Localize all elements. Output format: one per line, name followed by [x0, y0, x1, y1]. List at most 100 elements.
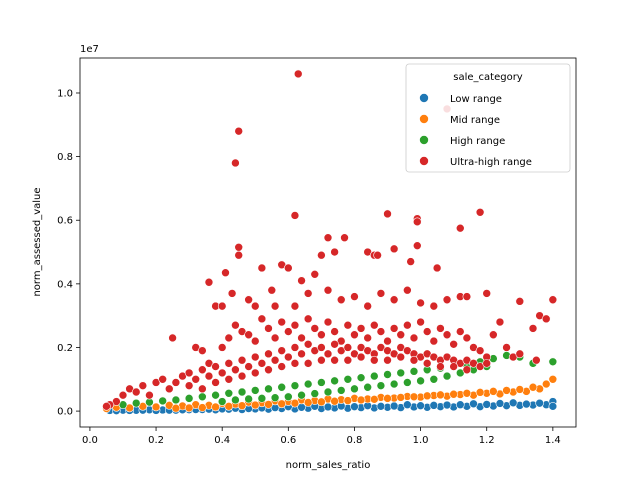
data-point: [373, 250, 382, 260]
data-point: [131, 398, 141, 408]
data-point: [343, 396, 353, 405]
data-point: [310, 389, 320, 398]
data-point: [290, 320, 300, 330]
data-point: [234, 250, 244, 260]
data-point: [330, 355, 339, 365]
data-point: [482, 359, 492, 368]
data-point: [409, 367, 419, 376]
data-point: [449, 339, 458, 349]
data-point: [277, 382, 287, 392]
data-point: [376, 381, 386, 390]
data-point: [429, 301, 439, 311]
data-point: [257, 359, 267, 368]
data-point: [449, 389, 458, 399]
data-point: [462, 388, 472, 398]
data-point: [535, 398, 544, 408]
data-point: [376, 289, 386, 298]
data-point: [267, 285, 277, 295]
data-point: [489, 330, 498, 340]
data-point: [541, 379, 551, 389]
data-point: [432, 263, 442, 273]
data-point: [250, 301, 260, 311]
data-point: [422, 391, 432, 401]
data-point: [508, 398, 518, 408]
data-point: [151, 402, 161, 412]
data-point: [131, 387, 141, 397]
data-point: [482, 289, 492, 298]
data-point: [264, 384, 273, 394]
data-point: [396, 330, 406, 340]
data-point: [429, 336, 439, 346]
data-point: [442, 371, 452, 381]
legend-entry-label: Ultra-high range: [450, 157, 532, 168]
series-1: [102, 374, 558, 413]
data-point: [310, 270, 320, 279]
legend-entry-label: Low range: [450, 94, 502, 105]
data-point: [475, 388, 485, 397]
data-point: [469, 399, 478, 409]
data-point: [277, 346, 287, 355]
y-tick-label: 0.8: [57, 152, 73, 163]
data-point: [270, 301, 280, 311]
data-point: [171, 378, 181, 387]
data-point: [317, 397, 326, 407]
data-point: [389, 401, 399, 411]
data-point: [515, 297, 525, 306]
data-point: [257, 394, 267, 403]
data-point: [277, 399, 287, 409]
data-point: [330, 396, 339, 406]
x-tick-label: 1.4: [545, 435, 561, 446]
data-point: [462, 333, 472, 343]
data-point: [244, 295, 253, 305]
data-point: [231, 158, 240, 168]
data-point: [336, 386, 346, 395]
data-point: [416, 298, 425, 308]
data-point: [403, 285, 412, 295]
data-point: [548, 402, 558, 411]
data-point: [284, 263, 293, 273]
data-point: [462, 292, 472, 301]
data-point: [436, 362, 445, 371]
data-point: [383, 355, 392, 365]
data-point: [350, 384, 359, 394]
legend-marker: [419, 114, 429, 124]
y-tick-label: 0.2: [57, 343, 73, 354]
series-0: [105, 397, 558, 415]
legend-box: [405, 63, 571, 173]
data-point: [412, 241, 422, 250]
data-point: [502, 343, 511, 352]
data-point: [330, 247, 339, 257]
data-point: [221, 268, 230, 278]
data-point: [495, 399, 505, 408]
data-point: [118, 390, 128, 400]
data-point: [224, 402, 234, 411]
data-point: [211, 390, 220, 400]
data-point: [198, 392, 207, 402]
data-point: [350, 292, 359, 301]
data-point: [310, 324, 320, 333]
data-point: [356, 324, 366, 333]
data-point: [541, 314, 551, 324]
data-point: [297, 333, 306, 343]
data-point: [515, 385, 525, 394]
data-point: [293, 69, 303, 79]
data-point: [317, 330, 326, 340]
data-point: [303, 359, 313, 368]
data-point: [455, 400, 465, 410]
x-tick-label: 0.6: [280, 435, 296, 446]
x-tick-label: 0.8: [347, 435, 363, 446]
data-point: [369, 395, 379, 404]
data-point: [284, 392, 293, 402]
series-3: [102, 69, 558, 411]
data-point: [343, 355, 353, 365]
data-point: [303, 339, 313, 349]
data-point: [237, 387, 247, 397]
data-point: [234, 242, 244, 252]
data-point: [290, 398, 300, 408]
data-point: [416, 401, 425, 410]
data-point: [548, 295, 558, 305]
x-tick-label: 1.2: [479, 435, 495, 446]
y-tick-label: 1.0: [57, 88, 73, 99]
data-point: [389, 244, 399, 254]
data-point: [184, 394, 194, 403]
